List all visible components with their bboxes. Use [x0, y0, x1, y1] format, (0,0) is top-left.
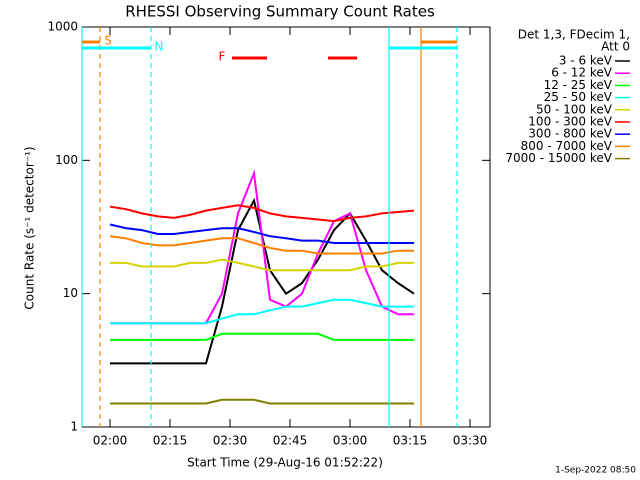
y-tick-label: 1 — [70, 420, 78, 434]
x-tick-label: 02:45 — [273, 434, 308, 448]
chart-title: RHESSI Observing Summary Count Rates — [125, 3, 435, 21]
legend-title: Att 0 — [601, 40, 630, 54]
legend-label: 50 - 100 keV — [536, 102, 613, 116]
footer: 1-Sep-2022 08:50 — [555, 466, 636, 476]
series-line — [110, 332, 414, 341]
plot-area — [109, 169, 415, 405]
legend-label: 800 - 7000 keV — [521, 139, 613, 153]
legend-label: 12 - 25 keV — [544, 78, 613, 92]
y-tick-label: 100 — [55, 153, 78, 167]
series-line — [109, 223, 414, 244]
legend-title: Det 1,3, FDecim 1, — [518, 28, 630, 42]
flag-label: F — [219, 50, 226, 64]
y-tick-label: 10 — [63, 286, 78, 300]
legend-label: 25 - 50 keV — [544, 90, 613, 104]
y-axis-label: Count Rate (s⁻¹ detector⁻¹) — [23, 146, 37, 309]
x-tick-label: 03:15 — [393, 434, 428, 448]
y-tick-label: 1000 — [47, 20, 78, 34]
flag-label: S — [104, 34, 112, 48]
series-line — [110, 398, 414, 405]
x-tick-label: 02:30 — [213, 434, 248, 448]
x-tick-label: 02:15 — [153, 434, 188, 448]
x-tick-label: 03:30 — [453, 434, 488, 448]
x-tick-label: 02:00 — [93, 434, 128, 448]
series-line — [110, 258, 414, 272]
flag-label: N — [155, 40, 164, 54]
legend-label: 100 - 300 keV — [528, 115, 612, 129]
legend-label: 7000 - 15000 keV — [505, 151, 612, 165]
series-line — [109, 204, 415, 223]
x-axis-label: Start Time (29-Aug-16 01:52:22) — [187, 456, 383, 470]
legend-label: 300 - 800 keV — [528, 127, 612, 141]
x-tick-label: 03:00 — [333, 434, 368, 448]
legend-label: 6 - 12 keV — [551, 66, 613, 80]
legend-label: 3 - 6 keV — [559, 54, 613, 68]
series-line — [109, 235, 414, 255]
series-line — [110, 298, 414, 325]
